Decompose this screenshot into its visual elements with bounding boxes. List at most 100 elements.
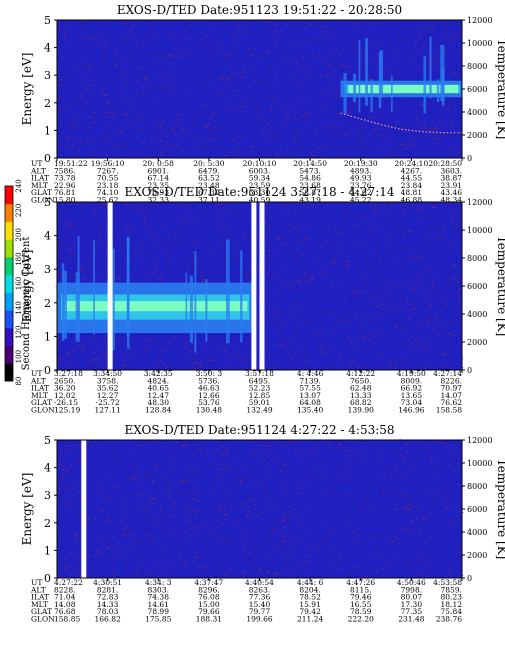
row-value: 22.96 [54,181,76,190]
y-tick-label: 1 [44,124,51,137]
spectrogram-background [57,440,462,578]
row-value: 8296. [198,585,219,594]
row-value: 52.23 [249,384,271,393]
row-value: 4:44: 6 [297,578,324,587]
row-value: 13.07 [299,391,321,400]
row-value: 166.82 [95,615,121,624]
row-value: 231.48 [398,615,424,624]
row-value: 77.36 [249,593,271,602]
row-value: 4:37:47 [194,578,223,587]
y-tick-label: 5 [44,434,51,447]
orbit-table: UT 4:27:22 4:30:51 4:34: 3 4:37:47 4:40:54 4:4… [30,578,462,624]
band-streak [194,251,197,353]
band-streak [436,79,440,103]
y-tick-label: 3 [44,69,51,82]
row-value: 12.66 [198,391,220,400]
row-value: 36.20 [54,384,76,393]
row-label: UT [31,159,42,168]
row-value: 3603. [441,166,462,175]
row-value: 5473. [299,166,320,175]
colorbar-tick-label: 160 [15,277,23,290]
row-value: 44.55 [401,174,423,183]
band-streak [75,272,80,342]
row-value: 13.33 [350,391,372,400]
row-label: MLT [31,600,48,609]
row-value: 3758. [97,376,118,385]
row-value: 8009. [401,376,422,385]
band-streak [93,240,95,335]
row-value: 8204. [299,585,320,594]
row-value: 4:30:51 [93,578,122,587]
band-streak [226,239,230,344]
row-value: 48.81 [401,188,422,197]
colorbar-segment [5,363,13,382]
panel-3: EXOS-D/TED Date:951124 4:27:22 - 4:53:58… [20,423,505,624]
y-axis-label: Energy [eV] [20,250,34,323]
band-layer-3 [65,301,248,312]
band-layer-3 [348,84,458,94]
emission-band [57,236,252,353]
colorbar-segment [5,203,13,222]
colorbar-segment [5,186,13,205]
orbit-table: UT 19:51:22 19:56:10 20: 0:58 20: 5:30 20:10:… [30,159,462,205]
row-value: 127.11 [95,406,121,415]
row-value: 80.07 [401,593,423,602]
row-label: ILAT [31,593,49,602]
row-value: 20: 0:58 [143,159,175,168]
row-label: ILAT [31,384,49,393]
colorbar-tick-label: 80 [15,377,23,386]
row-value: 12.27 [97,391,119,400]
colorbar: 80 100 120 140 160 180 200 220 240 Second Harmoni… [4,179,32,386]
y-tick-label: 2 [44,517,51,530]
row-value: 158.85 [54,615,80,624]
row-value: 76.68 [54,607,76,616]
row-value: 43.19 [299,196,321,205]
row-value: 53.76 [198,398,220,407]
row-value: 23.48 [198,181,220,190]
row-value: 54.02 [350,188,372,197]
y-right-tick-label: 8000 [467,254,487,263]
data-gap-2 [251,202,257,370]
colorbar-segment [5,327,13,347]
row-label: GLAT [31,188,52,197]
row-value: 130.48 [196,406,222,415]
band-streak [429,36,432,99]
row-value: 46.63 [198,384,220,393]
band-streak [442,66,445,102]
row-value: 23.18 [97,181,119,190]
colorbar-tick-label: 140 [15,301,23,314]
row-value: 18.12 [441,600,463,609]
row-value: 46.88 [401,196,423,205]
colorbar-label: Second Harmonic Current [21,237,32,371]
row-value: 6479. [198,166,219,175]
row-value: 76.62 [441,398,463,407]
colorbar-tick-label: 180 [15,252,23,265]
row-value: 8115. [350,585,371,594]
row-value: 20:14:50 [293,159,327,168]
row-value: 43.46 [441,188,463,197]
row-value: 12.85 [249,391,271,400]
row-value: 59.34 [249,174,271,183]
row-value: 25.62 [97,196,119,205]
band-streak [358,40,361,113]
band-streak [365,38,369,106]
panel-title: EXOS-D/TED Date:951123 19:51:22 - 20:28:… [117,3,402,17]
y-right-tick-label: 2000 [467,131,487,140]
row-value: 3:50: 3 [196,369,223,378]
row-value: 80.23 [441,593,463,602]
row-value: 32.33 [148,196,170,205]
y-right-tick-label: 6000 [467,282,487,291]
band-streak [391,75,393,113]
row-label: MLT [31,181,48,190]
row-value: 8303. [148,585,169,594]
row-value: 40.59 [249,196,271,205]
orbit-table: UT 3:27:18 3:34:50 3:42:35 3:50: 3 3:57:18 4: … [30,369,462,415]
row-value: 67.32 [198,188,220,197]
panel-title: EXOS-D/TED Date:951124 3:27:18 - 4:27:14 [124,185,394,199]
row-value: 70.97 [441,384,463,393]
row-value: 4:34: 3 [145,578,172,587]
y-tick-label: 5 [44,196,51,209]
y-axis-label: Energy [eV] [20,53,34,126]
y-right-axis-label: Temperature [K] [495,236,505,337]
row-value: 14.08 [54,600,76,609]
